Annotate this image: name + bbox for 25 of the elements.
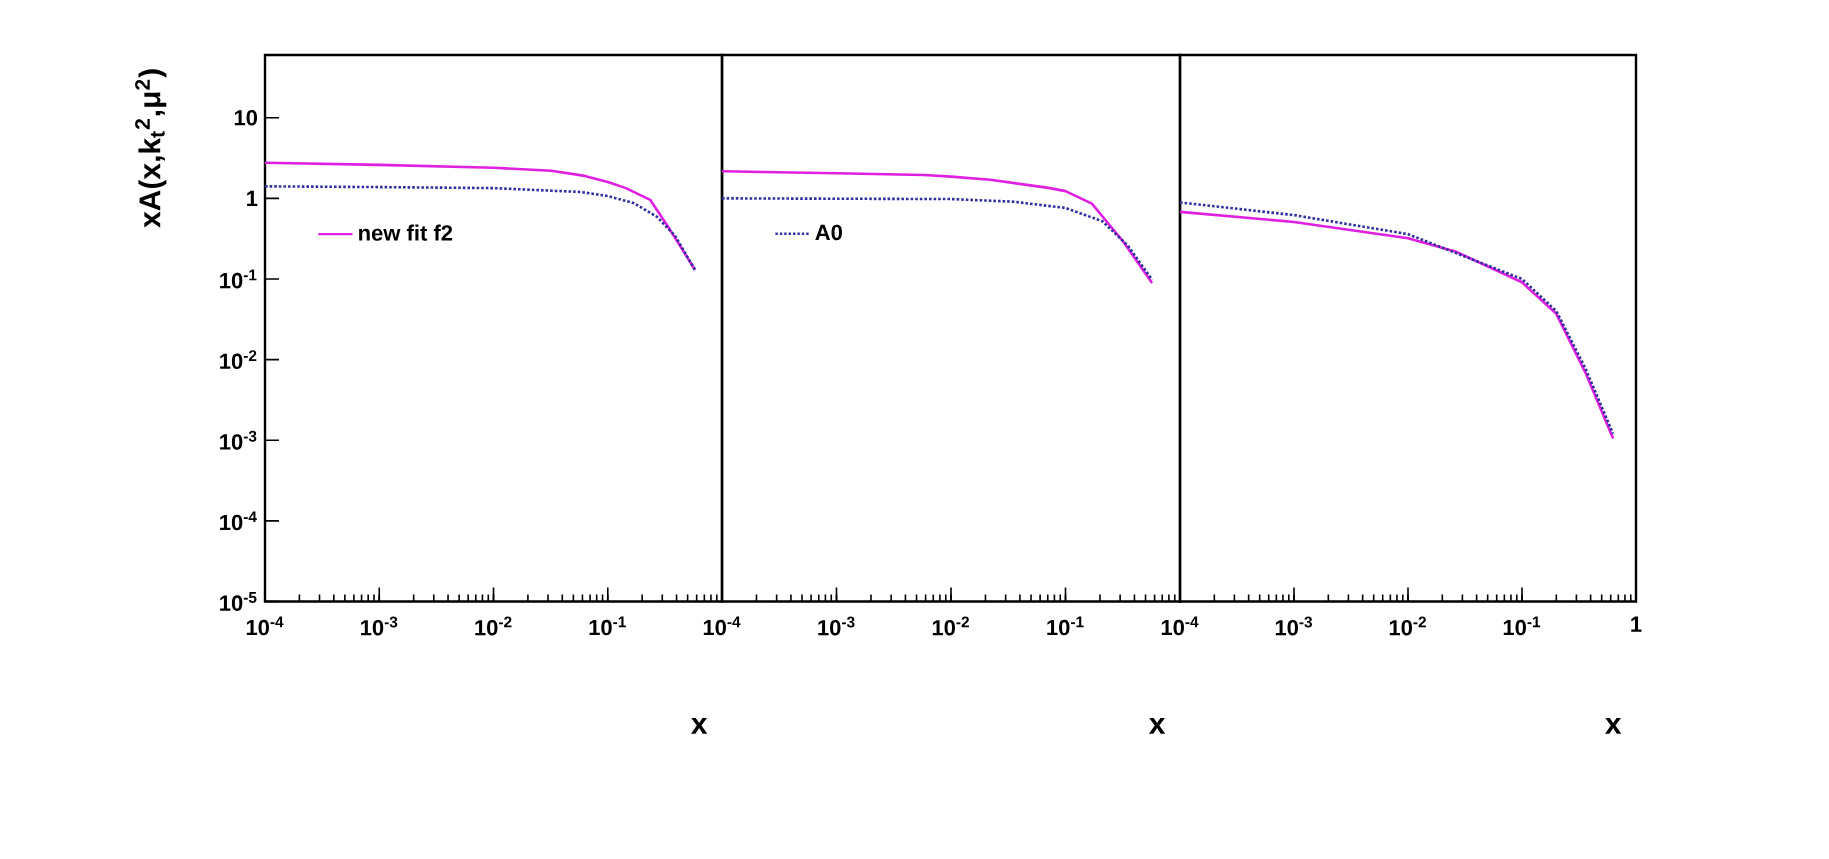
legend-label: new fit f2 [359, 224, 453, 241]
x-axis-title: x [691, 717, 708, 734]
x-tick-label: 10$^{-2}$ [475, 616, 512, 636]
y-tick-label: 10$^{-5}$ [220, 592, 257, 611]
x-axis-title: x [1148, 717, 1166, 734]
y-tick-label: 10$^{-1}$ [220, 269, 257, 289]
x-tick-label: 10$^{-3}$ [361, 616, 398, 636]
y-axis-title: xA(x,k$_{t}$$^{2}$,μ$^{2}$) [135, 69, 167, 228]
x-tick-label: 10$^{-1}$ [589, 616, 626, 636]
legend-label: A0 [815, 224, 842, 241]
x-tick-label: 10$^{-3}$ [818, 616, 855, 636]
x-tick-label: 10$^{-3}$ [1275, 616, 1313, 636]
x-axis-title: x [1605, 717, 1622, 734]
y-tick-label: 10$^{-2}$ [220, 350, 257, 370]
x-tick-label: 10$^{-4}$ [703, 616, 741, 636]
y-tick-label: 10$^{-3}$ [220, 430, 257, 450]
x-tick-label: 10$^{-2}$ [1389, 616, 1426, 636]
x-tick-label: 10$^{-1}$ [1503, 616, 1541, 636]
x-tick-label: 10$^{-2}$ [932, 616, 969, 636]
y-tick-label: 10 [234, 109, 258, 126]
x-tick-label: 1 [1631, 616, 1642, 632]
x-tick-label: 10$^{-1}$ [1047, 616, 1084, 636]
y-tick-label: 1 [247, 190, 258, 206]
y-tick-label: 10$^{-4}$ [220, 511, 257, 531]
x-tick-label: 10$^{-4}$ [1161, 616, 1199, 636]
